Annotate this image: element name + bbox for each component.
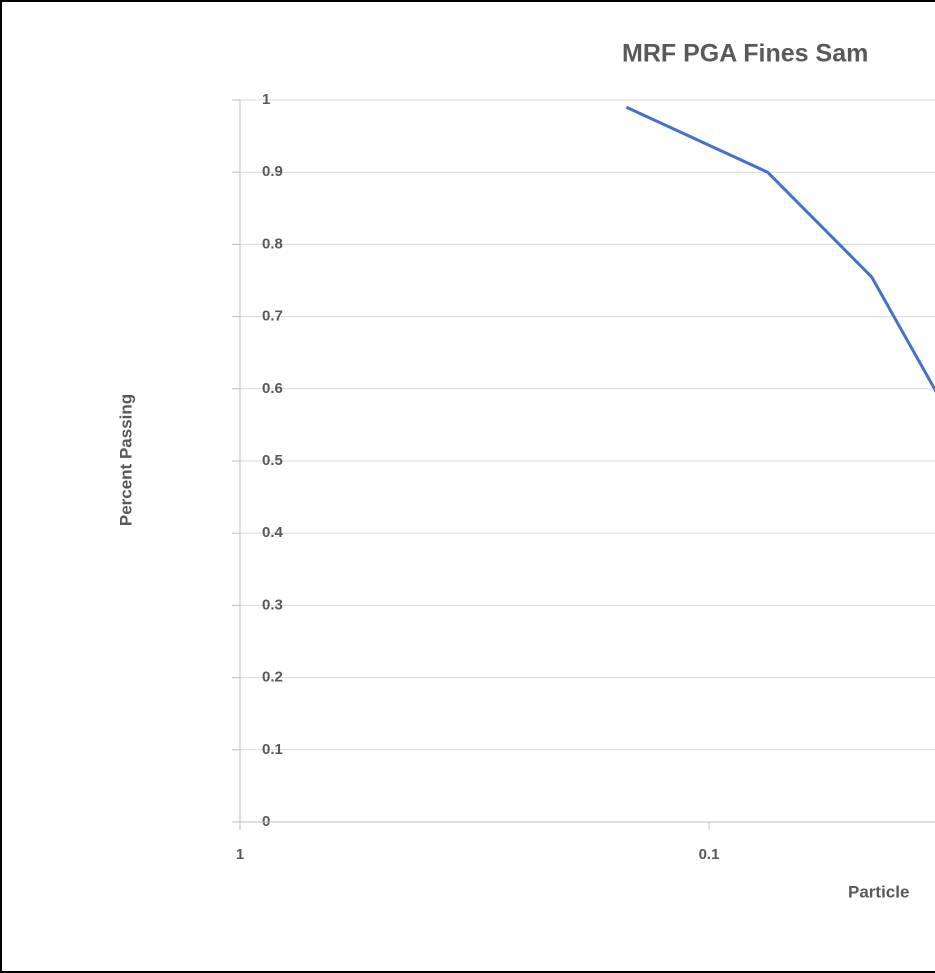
y-tick-label: 0.3: [262, 596, 283, 613]
x-tick-label: 1: [236, 846, 244, 863]
y-axis-label: Percent Passing: [116, 394, 135, 526]
data-line: [625, 105, 935, 393]
x-tick-label: 0.1: [699, 846, 720, 863]
y-tick-label: 0.5: [262, 452, 283, 469]
y-tick-label: 0.2: [262, 669, 283, 686]
y-tick-label: 0.7: [262, 308, 283, 325]
y-tick-label: 0: [262, 813, 270, 830]
y-tick-label: 0.8: [262, 235, 283, 252]
y-tick-label: 0.6: [262, 380, 283, 397]
y-tick-label: 0.4: [262, 524, 284, 541]
y-tick-label: 0.1: [262, 741, 283, 758]
y-tick-label: 0.9: [262, 163, 283, 180]
y-tick-label: 1: [262, 91, 270, 108]
x-axis-label: Particle: [848, 882, 909, 901]
chart-title: MRF PGA Fines Sam: [622, 40, 868, 68]
